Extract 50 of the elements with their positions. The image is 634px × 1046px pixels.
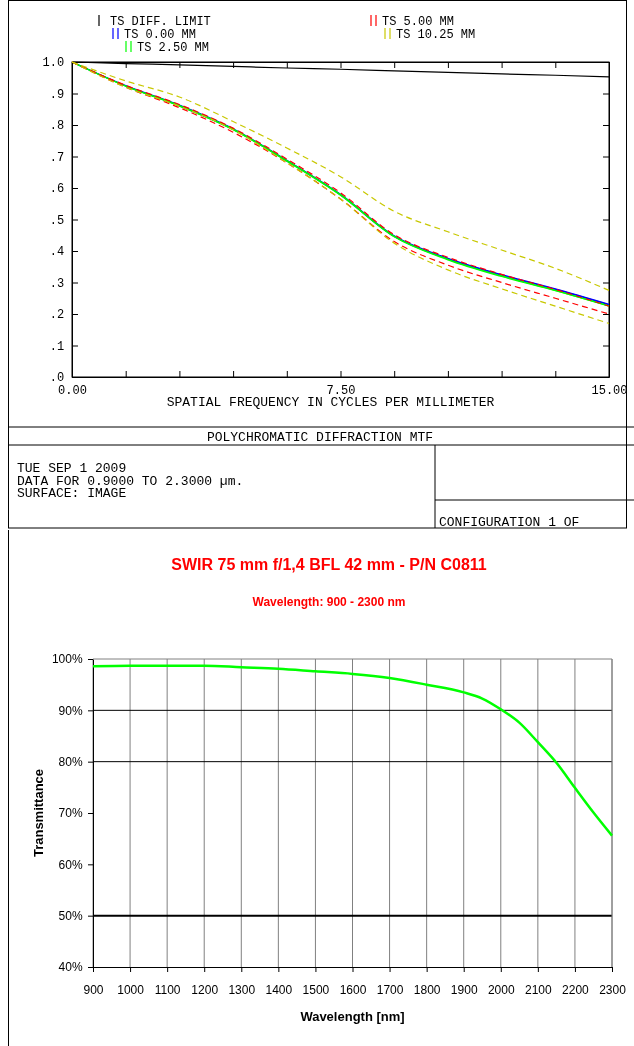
- legend-label: TS 0.00 MM: [124, 28, 197, 42]
- x-axis-title: Wavelength [nm]: [300, 1009, 405, 1024]
- y-tick-label: 60%: [58, 857, 83, 872]
- y-tick-label: 40%: [58, 960, 83, 975]
- y-tick-label: 90%: [58, 703, 83, 718]
- x-tick-label: 1400: [265, 983, 293, 998]
- y-tick-label: 1.0: [42, 56, 65, 71]
- x-tick-label: 2300: [599, 983, 627, 998]
- y-tick-label: .1: [49, 339, 65, 354]
- legend-label: TS 10.25 MM: [396, 28, 476, 42]
- y-axis-title: Transmittance: [31, 768, 46, 858]
- y-tick-label: .0: [49, 371, 65, 386]
- x-tick-label: 2100: [525, 983, 553, 998]
- y-tick-label: .5: [49, 213, 65, 228]
- text: SURFACE: IMAGE: [17, 486, 127, 501]
- y-tick-label: .6: [49, 182, 65, 197]
- y-tick-label: .7: [49, 150, 65, 165]
- y-tick-label: .9: [49, 87, 65, 102]
- text: DATA FOR 0.9000 TO 2.3000 µm.: [17, 473, 244, 489]
- x-tick-label: 1500: [302, 983, 330, 998]
- x-tick-label: 1100: [154, 983, 181, 998]
- text: CONFIGURATION 1 OF: [439, 515, 580, 530]
- x-tick-label: 2200: [562, 983, 590, 998]
- x-tick-label: 0.00: [58, 384, 87, 399]
- x-tick-label: 1300: [228, 983, 256, 998]
- x-tick-label: 1200: [191, 983, 219, 998]
- y-tick-label: .8: [49, 119, 65, 134]
- x-tick-label: 2000: [487, 983, 515, 998]
- x-tick-label: 15.00: [591, 384, 628, 399]
- legend-label: TS 2.50 MM: [137, 41, 210, 55]
- y-tick-label: 50%: [58, 909, 83, 924]
- chart-subtitle: Wavelength: 900 - 2300 nm: [252, 595, 406, 609]
- x-tick-label: 1000: [117, 983, 145, 998]
- y-tick-label: 80%: [58, 755, 83, 770]
- legend-label: TS DIFF. LIMIT: [110, 15, 211, 29]
- text: TUE SEP 1 2009: [17, 461, 127, 476]
- x-tick-label: 1900: [450, 983, 478, 998]
- x-tick-label: 900: [83, 983, 104, 998]
- x-tick-label: 1800: [413, 983, 441, 998]
- x-tick-label: 1700: [376, 983, 404, 998]
- text: POLYCHROMATIC DIFFRACTION MTF: [206, 430, 434, 445]
- y-tick-label: .4: [49, 245, 65, 260]
- legend-label: TS 5.00 MM: [382, 15, 455, 29]
- y-tick-label: .2: [49, 308, 65, 323]
- y-tick-label: 100%: [51, 652, 83, 667]
- x-axis-title: SPATIAL FREQUENCY IN CYCLES PER MILLIMETER: [166, 395, 495, 410]
- x-tick-label: 1600: [339, 983, 367, 998]
- chart-title: SWIR 75 mm f/1,4 BFL 42 mm - P/N C0811: [171, 556, 487, 573]
- y-tick-label: .3: [49, 276, 65, 291]
- y-tick-label: 70%: [58, 806, 83, 821]
